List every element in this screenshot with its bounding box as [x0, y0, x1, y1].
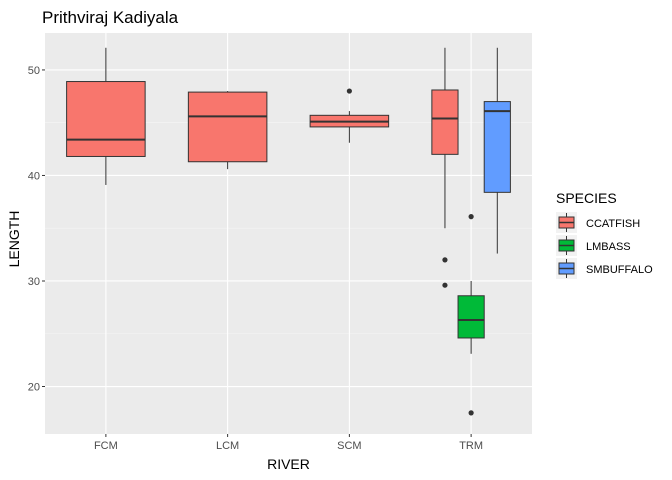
x-axis-title: RIVER — [267, 456, 310, 472]
box-body — [457, 295, 485, 339]
box-body — [483, 101, 511, 193]
y-tick-label: 40 — [28, 170, 40, 182]
outlier-point — [468, 410, 474, 416]
box-trm-ccatfish — [431, 47, 459, 288]
y-tick-label: 20 — [28, 382, 40, 394]
box-body — [187, 91, 268, 163]
y-axis: 20 30 40 50 — [28, 65, 45, 394]
legend-label: LMBASS — [586, 241, 631, 253]
x-tick-label: TRM — [459, 440, 483, 452]
box-body — [66, 81, 146, 157]
legend-item-lmbass: LMBASS — [556, 235, 631, 256]
legend-item-smbuffalo: SMBUFFALO — [556, 258, 653, 279]
outlier-point — [442, 282, 448, 288]
legend-title: SPECIES — [556, 190, 617, 206]
chart-title: Prithviraj Kadiyala — [42, 8, 179, 27]
x-tick-label: LCM — [216, 440, 239, 452]
outlier-point — [346, 88, 352, 94]
legend-label: SMBUFFALO — [586, 264, 653, 276]
y-tick-label: 30 — [28, 276, 40, 288]
box-body — [431, 89, 459, 155]
legend-label: CCATFISH — [586, 218, 640, 230]
y-tick-label: 50 — [28, 65, 40, 77]
legend: SPECIES CCATFISH LMBASS SMBUFFALO — [556, 190, 653, 279]
boxes — [66, 47, 511, 416]
box-fcm-ccatfish — [66, 47, 146, 185]
box-lcm-ccatfish — [187, 91, 268, 170]
outlier-point — [468, 214, 474, 220]
x-tick-label: FCM — [94, 440, 118, 452]
outlier-point — [442, 257, 448, 263]
x-tick-label: SCM — [337, 440, 361, 452]
legend-item-ccatfish: CCATFISH — [556, 212, 640, 233]
box-trm-smbuffalo — [483, 47, 511, 254]
box-trm-lmbass — [457, 214, 485, 416]
box-scm-ccatfish — [309, 88, 390, 143]
x-axis: FCM LCM SCM TRM — [94, 434, 483, 452]
y-axis-title: LENGTH — [6, 211, 22, 268]
